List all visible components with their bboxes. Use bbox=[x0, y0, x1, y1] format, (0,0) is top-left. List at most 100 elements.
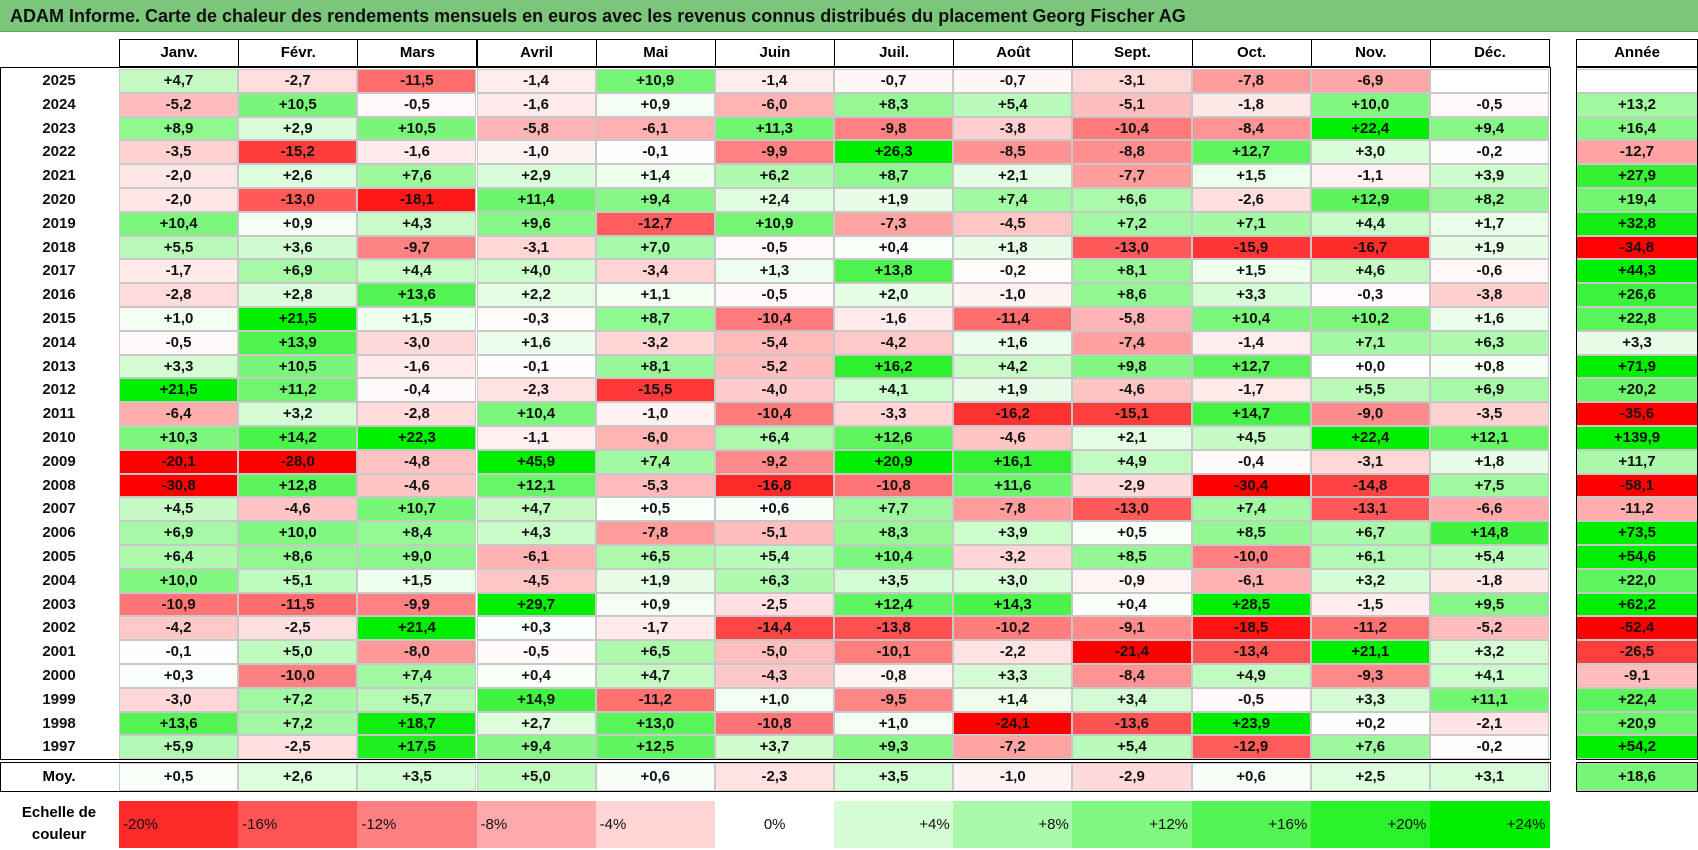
heatmap-cell: +4,2 bbox=[953, 354, 1073, 379]
heatmap-cell: +5,4 bbox=[953, 92, 1073, 117]
heatmap-cell: +1,4 bbox=[595, 164, 715, 188]
heatmap-cell: -21,4 bbox=[1072, 640, 1192, 664]
heatmap-cell: -0,5 bbox=[714, 283, 834, 307]
color-scale-stop: -8% bbox=[476, 801, 597, 848]
heatmap-cell: +21,4 bbox=[357, 616, 477, 641]
heatmap-cell: +7,2 bbox=[238, 711, 358, 736]
heatmap-cell: +1,3 bbox=[714, 259, 834, 284]
heatmap-cell: -1,6 bbox=[357, 140, 477, 165]
color-scale-stop: +16% bbox=[1191, 801, 1312, 848]
color-scale-stop: +4% bbox=[834, 801, 954, 848]
heatmap-cell: -0,6 bbox=[1429, 259, 1550, 284]
heatmap-cell: +0,0 bbox=[1310, 354, 1430, 379]
heatmap-cell: +1,7 bbox=[1429, 211, 1550, 236]
heatmap-cell: +13,6 bbox=[357, 283, 477, 307]
heatmap-cell: +6,4 bbox=[714, 426, 834, 450]
heatmap-cell: -8,4 bbox=[1191, 116, 1311, 141]
row-year-label: 1999 bbox=[42, 690, 76, 708]
month-header: Juin bbox=[714, 39, 835, 67]
row-year-label: 2025 bbox=[42, 72, 76, 89]
heatmap-cell: +7,6 bbox=[357, 164, 477, 188]
heatmap-cell: +5,1 bbox=[238, 568, 358, 593]
color-scale-stop: 0% bbox=[714, 801, 835, 848]
heatmap-cell: -1,0 bbox=[595, 402, 715, 426]
heatmap-cell: +6,4 bbox=[119, 545, 239, 569]
heatmap-cell: +20,9 bbox=[834, 449, 954, 474]
heatmap-cell: -3,2 bbox=[953, 545, 1073, 569]
heatmap-cell: +4,4 bbox=[357, 259, 477, 284]
heatmap-cell: +10,5 bbox=[357, 116, 477, 141]
heatmap-cell: -0,5 bbox=[357, 92, 477, 117]
heatmap-cell: -18,1 bbox=[357, 188, 477, 212]
row-year-label: 2020 bbox=[42, 191, 76, 208]
heatmap-cell: -1,7 bbox=[595, 616, 715, 641]
heatmap-cell: +10,2 bbox=[1310, 307, 1430, 331]
heatmap-cell: +8,1 bbox=[1072, 259, 1192, 284]
heatmap-cell: +4,5 bbox=[119, 497, 239, 522]
heatmap-cell: +14,3 bbox=[953, 592, 1073, 617]
heatmap-cell: +11,1 bbox=[1429, 687, 1550, 712]
year-total-cell: +139,9 bbox=[1576, 426, 1698, 450]
heatmap-cell: -1,8 bbox=[1429, 568, 1550, 593]
average-cell: +0,6 bbox=[1191, 763, 1311, 791]
heatmap-cell: -4,6 bbox=[953, 426, 1073, 450]
heatmap-cell: +3,3 bbox=[1191, 283, 1311, 307]
heatmap-cell: +8,3 bbox=[834, 521, 954, 545]
color-scale-stop: -4% bbox=[595, 801, 716, 848]
heatmap-cell: +12,6 bbox=[834, 426, 954, 450]
heatmap-cell: -0,4 bbox=[1191, 449, 1311, 474]
month-header: Janv. bbox=[119, 39, 240, 67]
row-year-label: 2003 bbox=[42, 595, 76, 613]
heatmap-cell: -2,9 bbox=[1072, 473, 1192, 498]
heatmap-cell: +1,5 bbox=[1191, 259, 1311, 284]
heatmap-cell: +28,5 bbox=[1191, 592, 1311, 617]
heatmap-cell: +1,8 bbox=[953, 235, 1073, 260]
heatmap-cell: +8,3 bbox=[834, 92, 954, 117]
heatmap-cell: +2,4 bbox=[714, 188, 834, 212]
heatmap-cell: -0,7 bbox=[834, 69, 954, 93]
main-table-frame bbox=[0, 67, 1552, 761]
year-total-cell: +19,4 bbox=[1576, 188, 1698, 212]
heatmap-cell: +6,9 bbox=[238, 259, 358, 284]
heatmap-cell: +1,8 bbox=[1429, 449, 1550, 474]
month-header: Déc. bbox=[1429, 39, 1551, 67]
heatmap-cell: +3,0 bbox=[953, 568, 1073, 593]
heatmap-cell: +14,2 bbox=[238, 426, 358, 450]
heatmap-cell: -3,1 bbox=[1072, 69, 1192, 93]
heatmap-cell: -1,0 bbox=[476, 140, 596, 165]
heatmap-cell: +0,3 bbox=[119, 664, 239, 688]
heatmap-cell: +6,2 bbox=[714, 164, 834, 188]
heatmap-cell: -0,5 bbox=[476, 640, 596, 664]
row-year-label: 2013 bbox=[42, 357, 76, 375]
heatmap-cell: +3,4 bbox=[1072, 687, 1192, 712]
average-cell: +3,5 bbox=[834, 763, 954, 791]
heatmap-cell: -7,3 bbox=[834, 211, 954, 236]
heatmap-cell: -10,4 bbox=[714, 307, 834, 331]
row-year-label: 2000 bbox=[42, 667, 76, 684]
average-year-frame bbox=[1576, 762, 1698, 792]
heatmap-cell: -15,1 bbox=[1072, 402, 1192, 426]
heatmap-cell: +1,9 bbox=[834, 188, 954, 212]
heatmap-cell: -2,0 bbox=[119, 164, 239, 188]
heatmap-cell: +14,7 bbox=[1191, 402, 1311, 426]
year-total-cell: +26,6 bbox=[1576, 283, 1698, 307]
heatmap-cell: +21,5 bbox=[238, 307, 358, 331]
heatmap-cell: +21,1 bbox=[1310, 640, 1430, 664]
heatmap-cell: -2,5 bbox=[238, 616, 358, 641]
heatmap-cell: +13,9 bbox=[238, 330, 358, 355]
heatmap-cell: +6,6 bbox=[1072, 188, 1192, 212]
row-year-label: 2002 bbox=[42, 619, 76, 637]
heatmap-cell: -10,8 bbox=[834, 473, 954, 498]
average-cell: +0,5 bbox=[119, 763, 239, 791]
heatmap-cell: -9,8 bbox=[834, 116, 954, 141]
heatmap-cell: -3,1 bbox=[1310, 449, 1430, 474]
heatmap-cell: -4,5 bbox=[476, 568, 596, 593]
heatmap-cell: -15,2 bbox=[238, 140, 358, 165]
heatmap-cell: -3,0 bbox=[119, 687, 239, 712]
heatmap-cell: +4,7 bbox=[119, 69, 239, 93]
year-total-cell: +62,2 bbox=[1576, 592, 1698, 617]
heatmap-cell: +5,4 bbox=[1429, 545, 1550, 569]
heatmap-cell: -7,4 bbox=[1072, 330, 1192, 355]
heatmap-cell: +6,5 bbox=[595, 640, 715, 664]
heatmap-cell: -6,4 bbox=[119, 402, 239, 426]
